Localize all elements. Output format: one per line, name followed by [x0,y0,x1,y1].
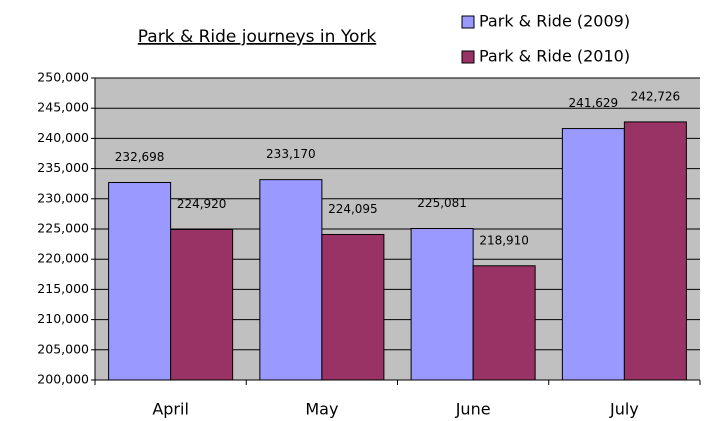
y-tick-label: 200,000 [37,372,89,387]
bar [259,179,323,381]
y-tick-label: 230,000 [37,190,89,205]
legend-swatch [461,50,475,64]
bar [472,265,536,381]
y-tick-label: 220,000 [37,251,89,266]
bar [108,182,172,381]
value-label: 242,726 [631,89,681,103]
bar [623,121,687,381]
value-label: 225,081 [417,196,467,210]
value-label: 232,698 [115,150,165,164]
value-label: 224,920 [177,197,227,211]
value-label: 241,629 [569,96,619,110]
value-label: 233,170 [266,147,316,161]
legend-label: Park & Ride (2010) [479,47,630,66]
chart-title: Park & Ride journeys in York [138,27,377,47]
bar [321,233,385,381]
value-label: 224,095 [328,202,378,216]
y-tick-label: 215,000 [37,281,89,296]
y-tick-label: 210,000 [37,311,89,326]
y-tick-label: 245,000 [37,100,89,115]
bar [561,128,625,381]
y-tick-label: 205,000 [37,341,89,356]
y-tick-label: 250,000 [37,70,89,85]
legend-swatch [461,15,475,29]
x-tick-label: July [609,400,639,419]
y-tick-label: 225,000 [37,221,89,236]
legend-label: Park & Ride (2009) [479,12,630,31]
value-label: 218,910 [479,233,529,247]
x-tick-label: June [455,400,491,419]
x-tick-label: May [305,400,338,419]
y-tick-label: 235,000 [37,160,89,175]
bar [170,228,234,381]
x-tick-label: April [152,400,189,419]
y-tick-label: 240,000 [37,130,89,145]
bar [410,228,474,381]
